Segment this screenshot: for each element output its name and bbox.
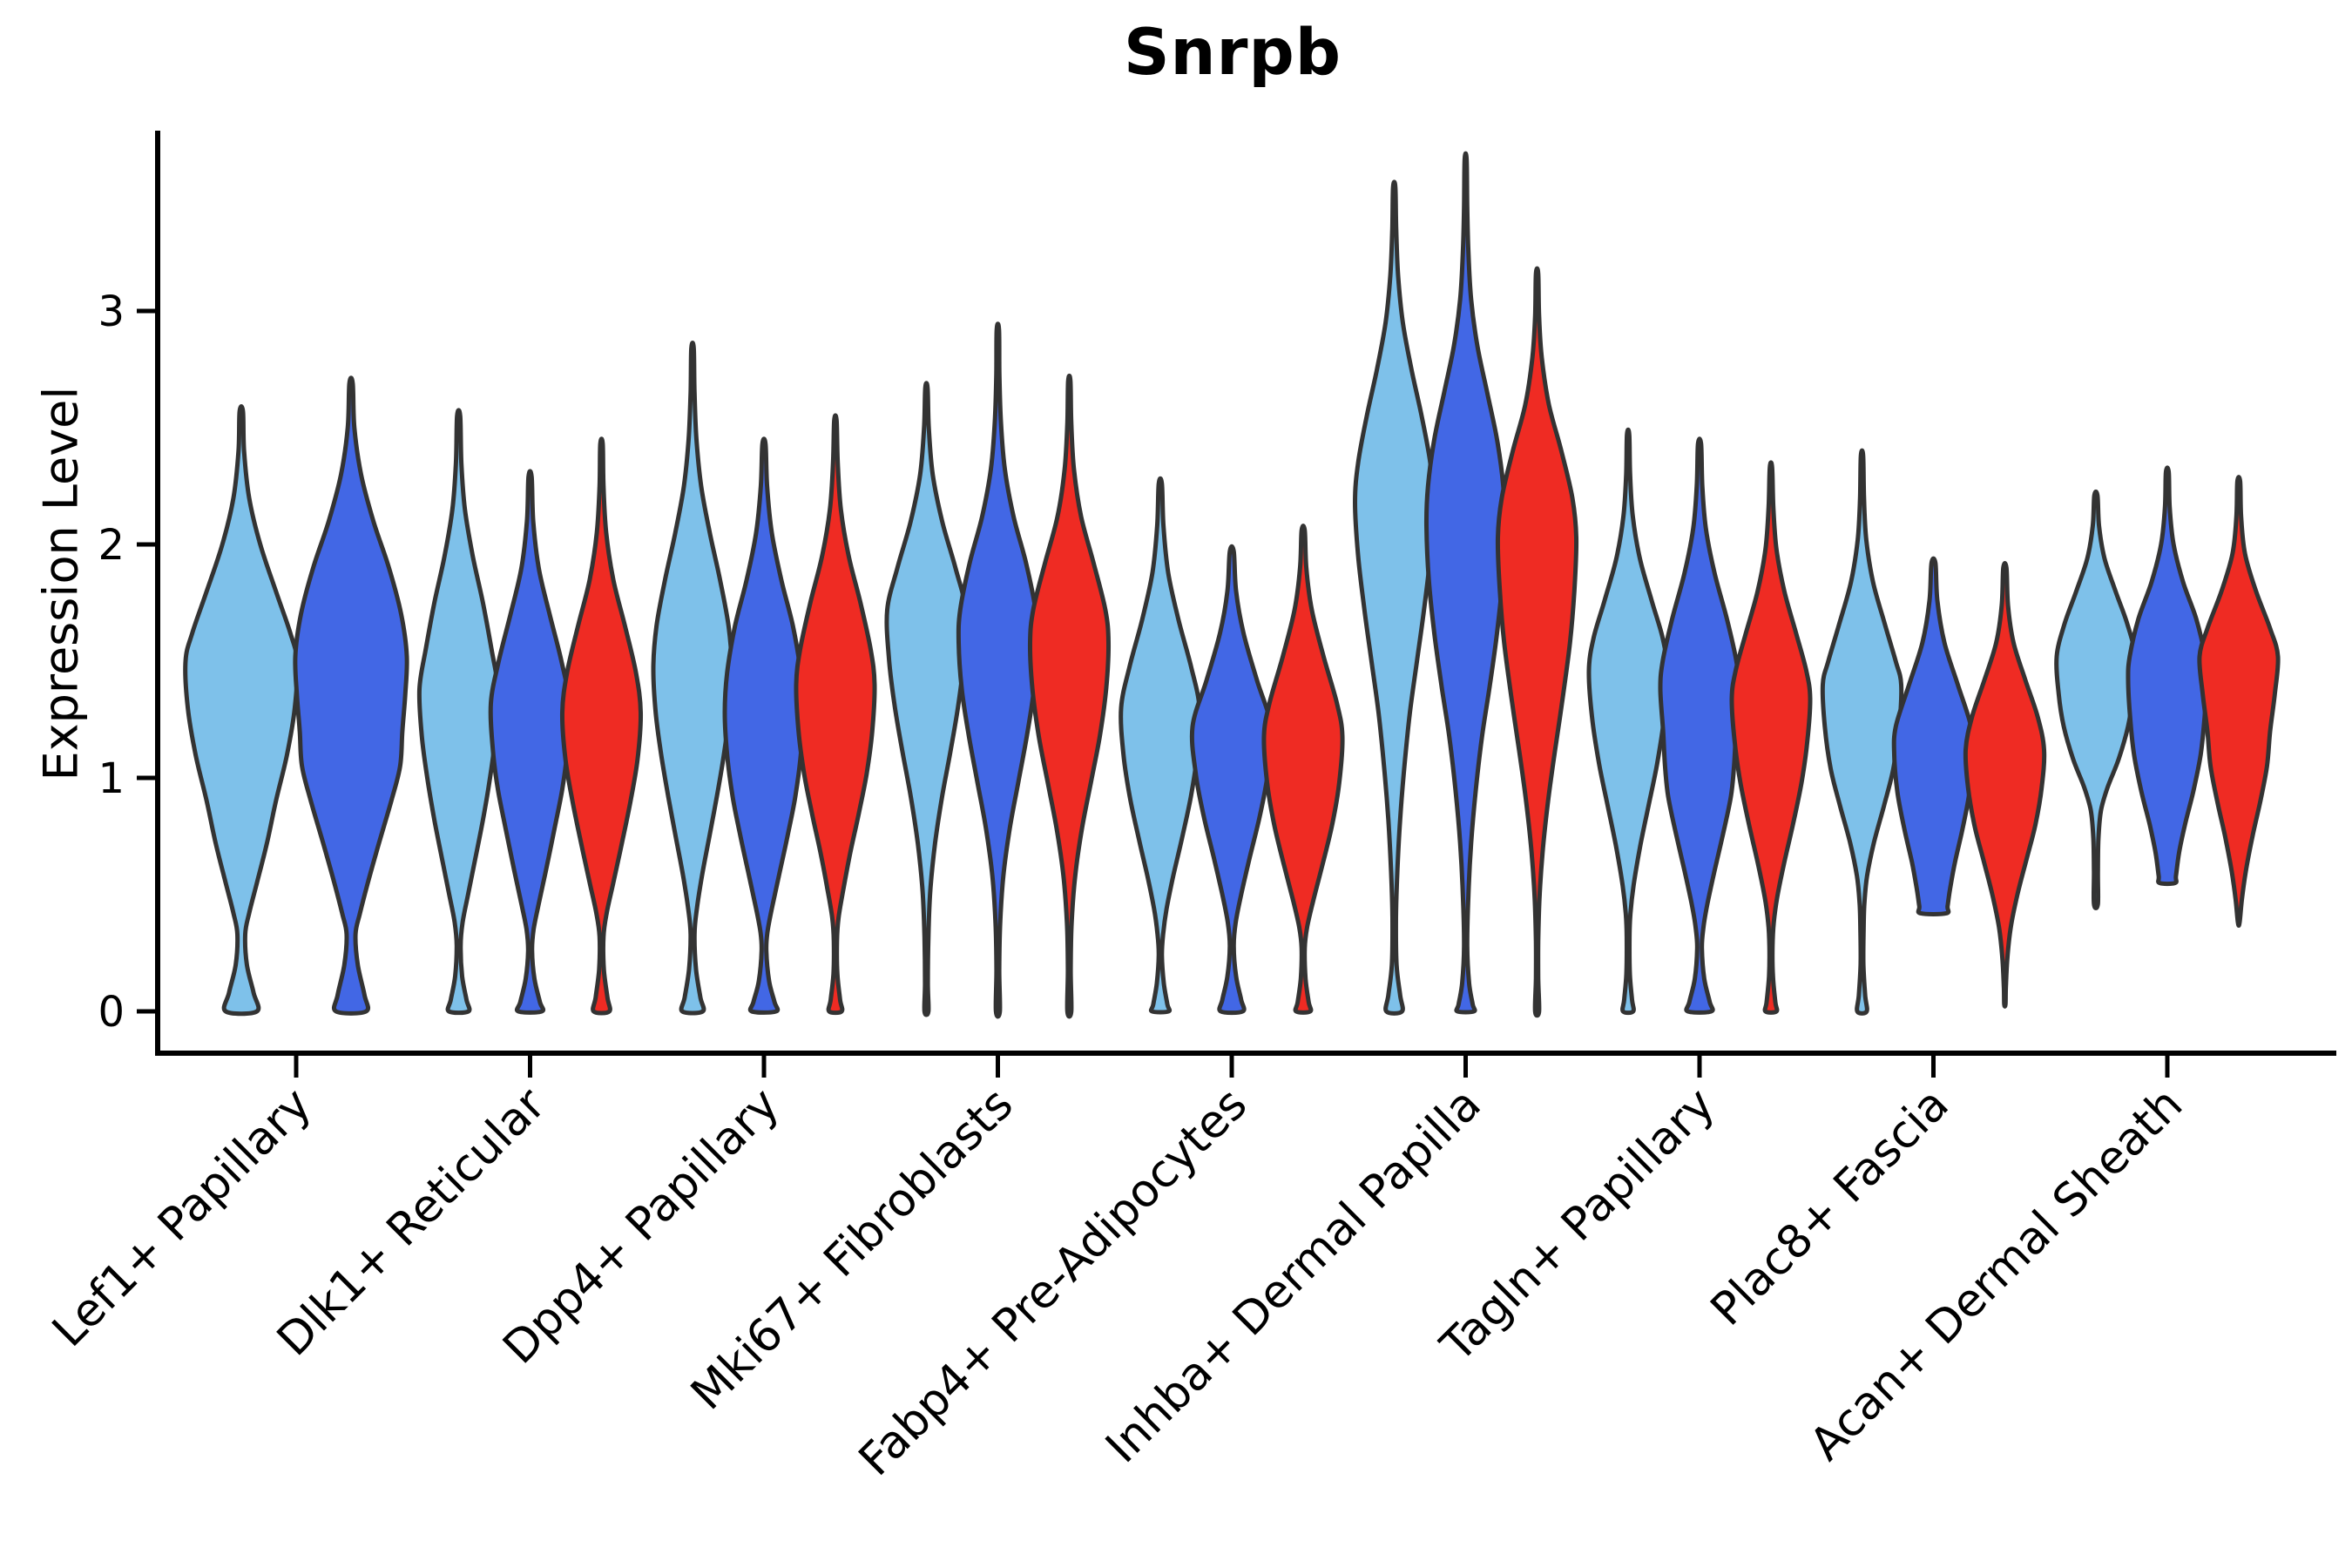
y-tick-label: 3 (98, 287, 125, 336)
violin-dpp4-red (794, 413, 877, 1016)
violin-mki67-red (1027, 373, 1112, 1019)
violin-tagln-royal_blue (1658, 436, 1741, 1015)
y-tick-label: 1 (98, 754, 125, 803)
violin-acan-light_blue (2054, 489, 2138, 910)
x-tick-label: Fabp4+ Pre-Adipocytes (849, 1078, 1257, 1486)
y-tick-label: 0 (98, 988, 125, 1037)
violin-mki67-royal_blue (956, 321, 1040, 1019)
violin-dpp4-royal_blue (722, 436, 806, 1015)
chart-title: Snrpb (1123, 16, 1342, 90)
violin-plac8-light_blue (1820, 448, 1904, 1016)
violin-inhba-light_blue (1353, 179, 1436, 1016)
violin-inhba-royal_blue (1423, 151, 1508, 1015)
violin-tagln-red (1729, 460, 1813, 1015)
violin-plac8-red (1963, 560, 2047, 1009)
violin-dlk1-light_blue (416, 408, 501, 1016)
violin-fabp4-red (1261, 524, 1345, 1015)
x-tick-label: Plac8+ Fascia (1701, 1078, 1959, 1336)
violin-acan-royal_blue (2126, 465, 2209, 887)
violin-lef1-royal_blue (293, 375, 409, 1016)
violin-tagln-light_blue (1586, 427, 1670, 1016)
y-tick-label: 2 (98, 521, 125, 570)
x-tick-label: Inhba+ Dermal Papilla (1096, 1078, 1490, 1473)
x-tick-label: Lef1+ Papillary (43, 1078, 321, 1357)
violin-dlk1-red (559, 436, 644, 1016)
violin-fabp4-royal_blue (1189, 544, 1274, 1016)
violin-dpp4-light_blue (651, 341, 734, 1016)
violin-lef1-light_blue (183, 404, 300, 1017)
violin-fabp4-light_blue (1119, 476, 1202, 1015)
violin-mki67-light_blue (884, 381, 969, 1017)
violin-plac8-royal_blue (1891, 556, 1976, 916)
x-tick-label: Acan+ Dermal Sheath (1801, 1078, 2193, 1471)
violin-dlk1-royal_blue (488, 469, 572, 1015)
violin-inhba-red (1495, 266, 1579, 1018)
violin-acan-red (2197, 475, 2281, 928)
